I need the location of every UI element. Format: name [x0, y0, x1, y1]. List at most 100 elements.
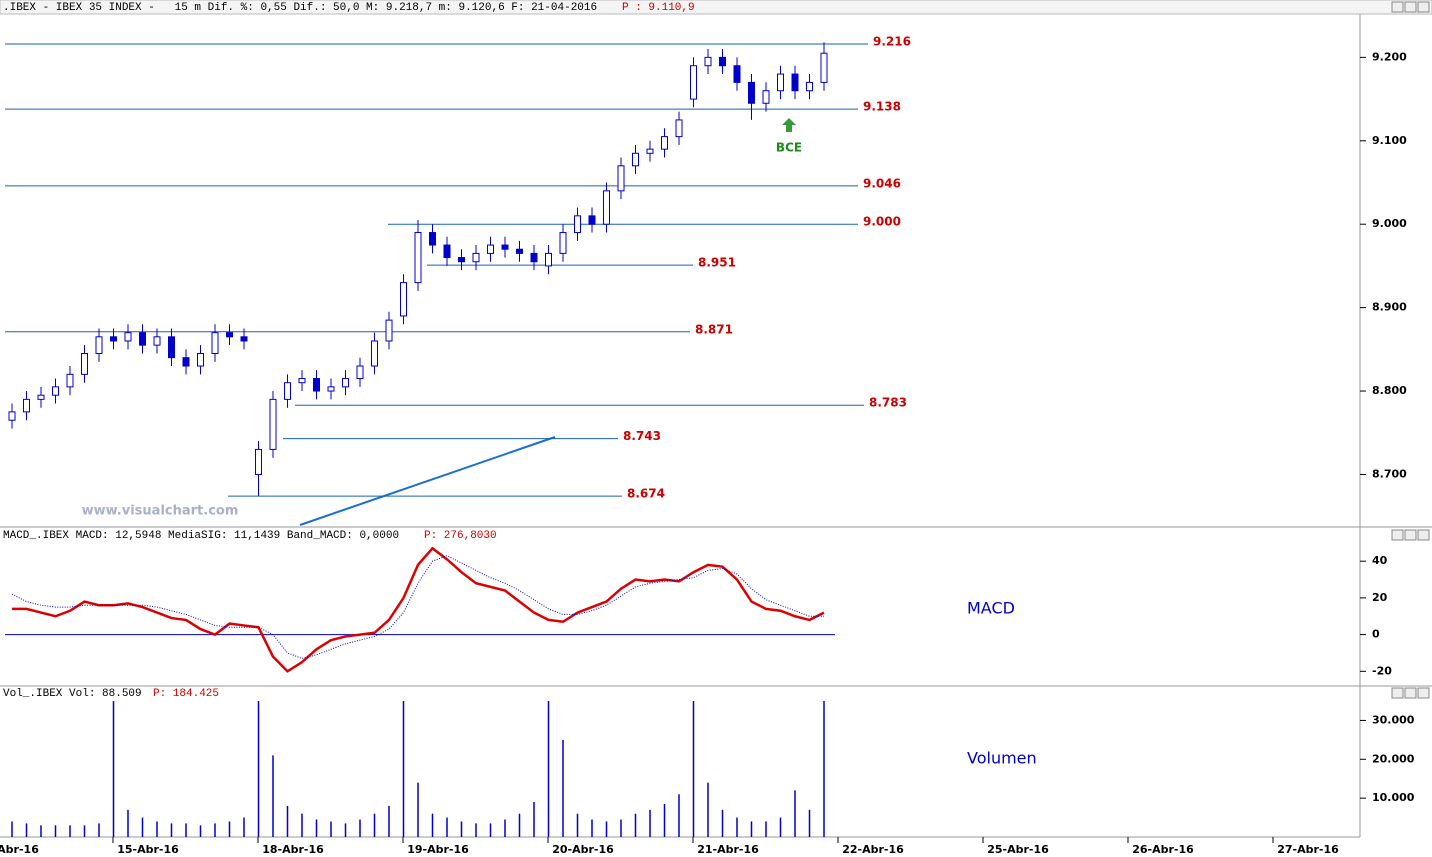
x-tick-label: 19-Abr-16 — [407, 843, 469, 856]
close-button[interactable] — [1417, 1, 1430, 13]
volume-bar — [388, 805, 390, 837]
volume-bar — [460, 821, 463, 837]
candle-body — [646, 148, 654, 154]
volume-bar — [243, 817, 245, 837]
maximize-button[interactable] — [1404, 687, 1417, 699]
series-line — [12, 546, 825, 673]
candle-body — [443, 244, 451, 259]
candle-body — [414, 232, 422, 284]
volume-bar — [620, 819, 622, 837]
volume-bar — [170, 823, 173, 837]
candle-body — [313, 378, 320, 392]
volume-bar — [446, 817, 448, 837]
level-label: 9.000 — [863, 215, 901, 229]
volume-bar — [69, 825, 71, 837]
panel-label: MACD — [967, 599, 1015, 618]
candle-body — [124, 332, 132, 342]
candle-body — [661, 136, 668, 150]
candle-body — [588, 215, 596, 225]
level-label: 9.216 — [873, 35, 911, 49]
candle-body — [385, 319, 393, 342]
candle-body — [226, 332, 233, 338]
candle-body — [342, 378, 349, 388]
volume-bar — [765, 821, 767, 837]
volume-bar — [25, 823, 28, 837]
macd-header: MACD_.IBEX MACD: 12,5948 MediaSIG: 11,14… — [3, 530, 399, 542]
candle-body — [632, 152, 639, 167]
volume-bar — [823, 701, 825, 837]
x-tick-label: 15-Abr-16 — [117, 843, 179, 856]
minimize-button[interactable] — [1391, 687, 1404, 699]
volume-bar — [808, 809, 811, 837]
level-label: 8.783 — [869, 396, 907, 410]
candle-body — [762, 90, 770, 104]
candle-body — [675, 119, 683, 138]
level-label: 8.871 — [695, 322, 733, 336]
close-button[interactable] — [1417, 529, 1430, 541]
volume-bar — [54, 825, 57, 837]
close-button[interactable] — [1417, 687, 1430, 699]
maximize-button[interactable] — [1404, 529, 1417, 541]
level-label: 8.743 — [623, 429, 661, 443]
x-tick-label: Abr-16 — [0, 843, 39, 856]
y-tick-label: 30.000 — [1372, 713, 1415, 726]
x-tick-label: 21-Abr-16 — [697, 843, 759, 856]
volume-bar — [214, 823, 216, 837]
volume-bar — [402, 701, 405, 837]
minimize-button[interactable] — [1391, 1, 1404, 13]
volume-bar — [591, 819, 593, 837]
candle-body — [240, 336, 248, 342]
minimize-button[interactable] — [1391, 529, 1404, 541]
volume-bar — [605, 821, 608, 837]
volume-bar — [373, 813, 376, 837]
volume-bar — [330, 821, 332, 837]
candle-body — [501, 244, 509, 250]
candle-body — [197, 352, 204, 367]
volume-bar — [359, 819, 361, 837]
watermark: www.visualchart.com — [82, 504, 239, 519]
candle-body — [52, 386, 59, 396]
panel-label: Volumen — [967, 749, 1037, 768]
volume-bar — [707, 782, 709, 837]
candle-body — [574, 215, 581, 234]
volume-bar — [141, 817, 144, 837]
level-label: 8.951 — [698, 256, 736, 270]
volume-bar — [562, 739, 564, 837]
candle-body — [81, 352, 88, 375]
volume-bar — [547, 701, 550, 837]
volume-bar — [344, 823, 347, 837]
candle-body — [603, 190, 610, 225]
candle-body — [8, 411, 16, 421]
y-tick-label: -20 — [1372, 664, 1392, 677]
volume-bar — [11, 821, 13, 837]
volume-bar — [649, 809, 651, 837]
volume-bar — [504, 819, 506, 837]
volume-bar — [475, 823, 477, 837]
y-tick-label: 20 — [1372, 591, 1388, 604]
x-tick-label: 27-Abr-16 — [1277, 843, 1339, 856]
candle-body — [255, 448, 262, 475]
volume-bar — [518, 813, 521, 837]
candle-body — [37, 394, 45, 400]
volume-bar — [678, 794, 680, 837]
volume-bar — [185, 823, 187, 837]
level-label: 9.046 — [863, 176, 901, 190]
y-tick-label: 9.100 — [1372, 134, 1407, 147]
volume-bar — [301, 813, 303, 837]
volume-bar — [431, 813, 434, 837]
y-tick-label: 9.200 — [1372, 50, 1407, 63]
candle-body — [23, 398, 30, 413]
header-title: .IBEX - IBEX 35 INDEX - 15 m Dif. %: 0,5… — [3, 2, 597, 14]
volume-bar — [127, 809, 129, 837]
candle-body — [487, 244, 494, 254]
candle-body — [211, 332, 219, 354]
candle-body — [284, 382, 291, 400]
volume-header: Vol_.IBEX Vol: 88.509 — [3, 688, 142, 700]
level-label: 8.674 — [627, 487, 665, 501]
window-buttons[interactable] — [1391, 1, 1430, 699]
volume-bar — [750, 821, 753, 837]
candle-body — [458, 257, 465, 263]
maximize-button[interactable] — [1404, 1, 1417, 13]
annotation-label: BCE — [776, 141, 802, 155]
candle-body — [806, 81, 813, 92]
